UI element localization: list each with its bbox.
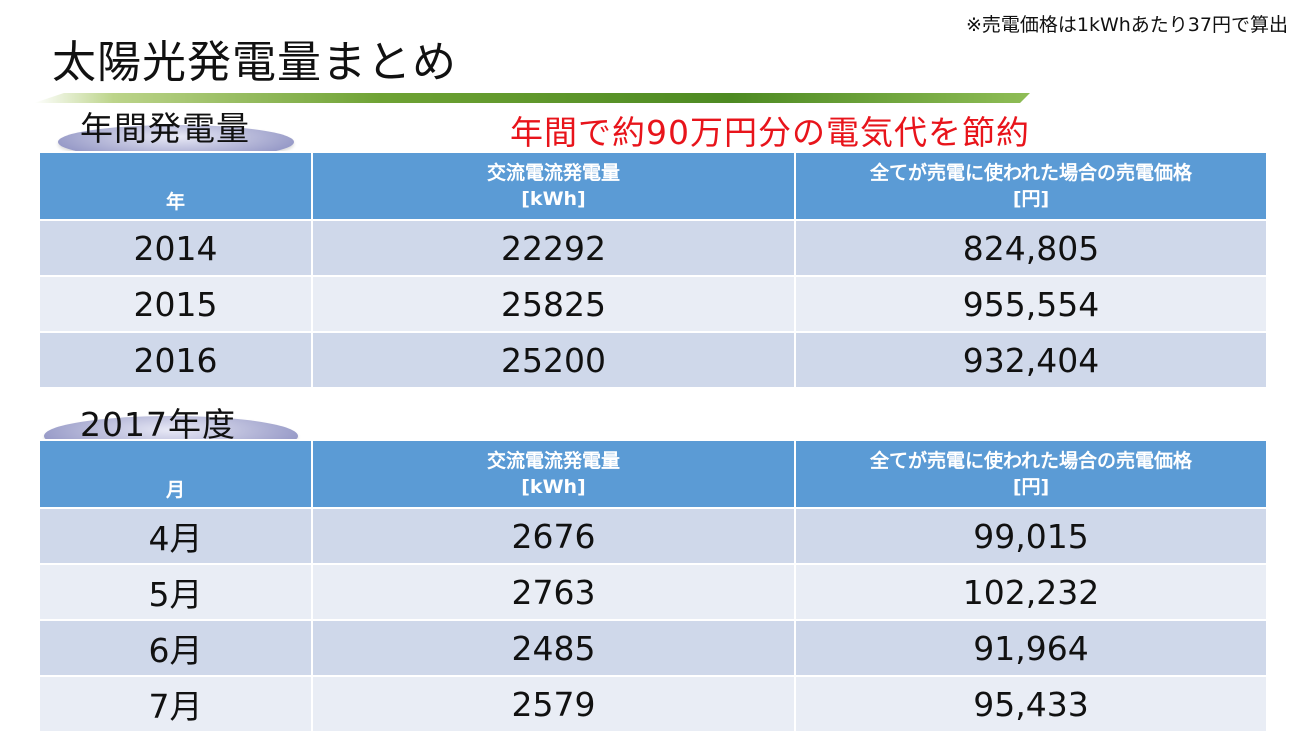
savings-headline: 年間で約90万円分の電気代を節約	[510, 113, 1030, 152]
header-generation-label: 交流電流発電量	[486, 162, 620, 184]
header-month: 月	[38, 439, 313, 509]
cell-month: 7月	[38, 675, 313, 733]
table-row: 4月 2676 99,015	[38, 507, 1268, 565]
cell-kwh: 2763	[311, 563, 796, 621]
table-header-row: 年 交流電流発電量 [kWh] 全てが売電に使われた場合の売電価格 [円]	[38, 151, 1268, 221]
header-price: 全てが売電に使われた場合の売電価格 [円]	[794, 151, 1268, 221]
header-generation-unit: [kWh]	[521, 476, 586, 498]
cell-yen: 102,232	[794, 563, 1268, 621]
cell-yen: 955,554	[794, 275, 1268, 333]
page-title: 太陽光発電量まとめ	[52, 37, 457, 88]
cell-month: 6月	[38, 619, 313, 677]
header-price-label: 全てが売電に使われた場合の売電価格	[869, 450, 1193, 472]
cell-year: 2016	[38, 331, 313, 389]
cell-yen: 91,964	[794, 619, 1268, 677]
header-generation: 交流電流発電量 [kWh]	[311, 151, 796, 221]
table-row: 7月 2579 95,433	[38, 675, 1268, 733]
cell-kwh: 25825	[311, 275, 796, 333]
header-year: 年	[38, 151, 313, 221]
cell-year: 2015	[38, 275, 313, 333]
cell-yen: 824,805	[794, 219, 1268, 277]
section-label-fy2017: 2017年度	[80, 405, 236, 444]
cell-year: 2014	[38, 219, 313, 277]
price-note: ※売電価格は1kWhあたり37円で算出	[965, 14, 1288, 36]
section-label-annual: 年間発電量	[80, 109, 250, 148]
cell-month: 5月	[38, 563, 313, 621]
annual-generation-table: 年 交流電流発電量 [kWh] 全てが売電に使われた場合の売電価格 [円] 20…	[38, 151, 1268, 389]
table-row: 6月 2485 91,964	[38, 619, 1268, 677]
cell-kwh: 2579	[311, 675, 796, 733]
header-price-unit: [円]	[1012, 188, 1050, 210]
header-generation-label: 交流電流発電量	[486, 450, 620, 472]
table-row: 2015 25825 955,554	[38, 275, 1268, 333]
title-underline-bar	[34, 93, 1030, 103]
header-price: 全てが売電に使われた場合の売電価格 [円]	[794, 439, 1268, 509]
table-row: 2014 22292 824,805	[38, 219, 1268, 277]
cell-kwh: 2676	[311, 507, 796, 565]
cell-month: 4月	[38, 507, 313, 565]
table-row: 2016 25200 932,404	[38, 331, 1268, 389]
monthly-generation-table: 月 交流電流発電量 [kWh] 全てが売電に使われた場合の売電価格 [円] 4月…	[38, 439, 1268, 733]
cell-yen: 95,433	[794, 675, 1268, 733]
header-generation: 交流電流発電量 [kWh]	[311, 439, 796, 509]
header-price-label: 全てが売電に使われた場合の売電価格	[869, 162, 1193, 184]
cell-yen: 932,404	[794, 331, 1268, 389]
cell-kwh: 25200	[311, 331, 796, 389]
cell-kwh: 22292	[311, 219, 796, 277]
table-row: 5月 2763 102,232	[38, 563, 1268, 621]
cell-yen: 99,015	[794, 507, 1268, 565]
table-header-row: 月 交流電流発電量 [kWh] 全てが売電に使われた場合の売電価格 [円]	[38, 439, 1268, 509]
header-generation-unit: [kWh]	[521, 188, 586, 210]
header-price-unit: [円]	[1012, 476, 1050, 498]
cell-kwh: 2485	[311, 619, 796, 677]
